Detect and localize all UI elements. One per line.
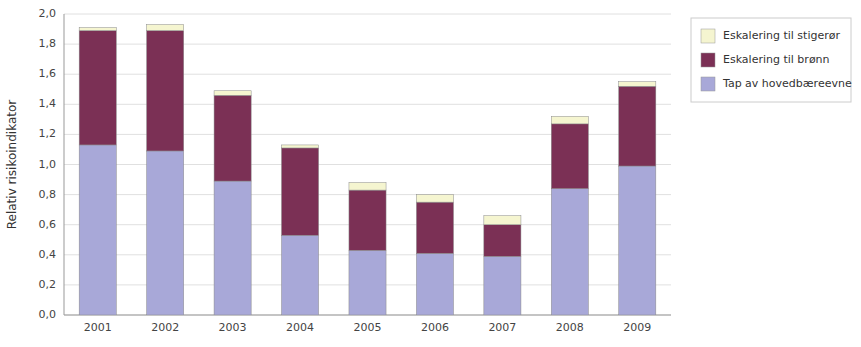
legend-swatch xyxy=(701,77,715,91)
bar-segment xyxy=(551,116,588,124)
x-tick-label: 2008 xyxy=(556,321,584,334)
bar-segment xyxy=(214,91,251,96)
x-tick-label: 2006 xyxy=(421,321,449,334)
bar-segment xyxy=(282,235,319,315)
bar-segment xyxy=(619,166,656,315)
chart: 0,0 0,2 0,4 0,6 0,8 1,0 1,2 1,4 1,6 1,8 2,0 2001 200… xyxy=(0,0,861,347)
bar-segment xyxy=(349,250,386,315)
y-tick-label: 0,2 xyxy=(39,278,57,291)
bar-segment xyxy=(349,183,386,191)
legend-frame xyxy=(691,18,851,102)
bars xyxy=(79,25,656,315)
y-tick-label: 0,8 xyxy=(39,188,57,201)
bar-segment xyxy=(147,31,184,151)
bar-segment xyxy=(619,82,656,87)
legend-swatch xyxy=(701,53,715,67)
x-tick-label: 2009 xyxy=(623,321,651,334)
y-tick-label: 1,8 xyxy=(39,37,57,50)
y-tick-label: 1,0 xyxy=(39,158,57,171)
bar-segment xyxy=(349,190,386,250)
bar-segment xyxy=(79,28,116,31)
bar-segment xyxy=(282,145,319,148)
x-tick-label: 2002 xyxy=(151,321,179,334)
bar-segment xyxy=(214,95,251,181)
legend: Eskalering til stigerør Eskalering til br… xyxy=(691,18,852,102)
x-tick-label: 2001 xyxy=(84,321,112,334)
y-tick-label: 0,0 xyxy=(39,308,57,321)
bar-segment xyxy=(484,216,521,225)
y-tick-label: 2,0 xyxy=(39,7,57,20)
x-tick-label: 2007 xyxy=(488,321,516,334)
bar-segment xyxy=(551,189,588,315)
bar-segment xyxy=(147,151,184,315)
y-axis-label: Relativ risikoindikator xyxy=(5,100,19,230)
bar-segment xyxy=(416,195,453,203)
y-tick-label: 1,4 xyxy=(39,97,57,110)
legend-label: Eskalering til brønn xyxy=(723,53,830,66)
y-tick-label: 1,6 xyxy=(39,67,57,80)
bar-segment xyxy=(147,25,184,31)
grid-line xyxy=(64,14,671,15)
bar-segment xyxy=(282,148,319,235)
bar-segment xyxy=(79,145,116,315)
bar-segment xyxy=(484,225,521,257)
grid xyxy=(64,14,671,315)
bar-segment xyxy=(484,256,521,315)
bar-segment xyxy=(416,253,453,315)
bar-segment xyxy=(214,181,251,315)
bar-segment xyxy=(551,124,588,189)
bar-segment xyxy=(79,31,116,145)
legend-label: Eskalering til stigerør xyxy=(723,29,840,42)
y-tick-label: 0,4 xyxy=(39,248,57,261)
axes: 0,0 0,2 0,4 0,6 0,8 1,0 1,2 1,4 1,6 1,8 2,0 2001 200… xyxy=(39,7,672,334)
legend-swatch xyxy=(701,29,715,43)
bar-segment xyxy=(416,202,453,253)
y-tick-label: 1,2 xyxy=(39,127,57,140)
y-axis-line xyxy=(64,14,65,315)
x-tick-label: 2004 xyxy=(286,321,314,334)
bar-segment xyxy=(619,86,656,166)
y-tick-label: 0,6 xyxy=(39,218,57,231)
legend-label: Tap av hovedbæreevne xyxy=(722,77,852,90)
x-tick-label: 2005 xyxy=(354,321,382,334)
x-tick-label: 2003 xyxy=(219,321,247,334)
